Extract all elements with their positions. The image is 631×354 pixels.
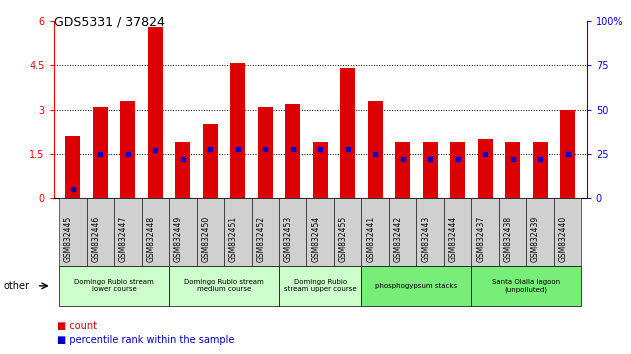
Bar [66, 136, 80, 198]
Bar [148, 27, 163, 198]
Bar [395, 142, 410, 198]
Bar [505, 142, 520, 198]
Text: GSM832449: GSM832449 [174, 216, 183, 262]
Text: Domingo Rubio stream
medium course: Domingo Rubio stream medium course [184, 279, 264, 292]
Text: GSM832454: GSM832454 [311, 216, 320, 262]
Text: GSM832444: GSM832444 [449, 216, 457, 262]
Text: GSM832437: GSM832437 [476, 216, 485, 262]
Text: GSM832443: GSM832443 [421, 216, 430, 262]
Text: GSM832442: GSM832442 [394, 216, 403, 262]
Text: Santa Olalla lagoon
(unpolluted): Santa Olalla lagoon (unpolluted) [492, 279, 560, 293]
Text: GDS5331 / 37824: GDS5331 / 37824 [54, 16, 165, 29]
Bar [478, 139, 493, 198]
Bar [121, 101, 136, 198]
Text: GSM832438: GSM832438 [504, 216, 512, 262]
Text: GSM832440: GSM832440 [558, 216, 568, 262]
Bar [313, 142, 327, 198]
Bar [230, 63, 245, 198]
Text: GSM832453: GSM832453 [284, 216, 293, 262]
Text: GSM832448: GSM832448 [146, 216, 155, 262]
Bar [203, 125, 218, 198]
Text: other: other [3, 281, 29, 291]
Bar [175, 142, 191, 198]
Bar [450, 142, 465, 198]
Bar [285, 104, 300, 198]
Bar [560, 110, 575, 198]
Bar [368, 101, 383, 198]
Text: GSM832447: GSM832447 [119, 216, 128, 262]
Text: GSM832445: GSM832445 [64, 216, 73, 262]
Text: Domingo Rubio
stream upper course: Domingo Rubio stream upper course [284, 279, 357, 292]
Text: Domingo Rubio stream
lower course: Domingo Rubio stream lower course [74, 279, 154, 292]
Text: GSM832455: GSM832455 [339, 216, 348, 262]
Text: GSM832452: GSM832452 [256, 216, 265, 262]
Bar [533, 142, 548, 198]
Text: GSM832451: GSM832451 [229, 216, 238, 262]
Text: GSM832446: GSM832446 [91, 216, 100, 262]
Bar [257, 107, 273, 198]
Text: ■ count: ■ count [57, 321, 97, 331]
Text: phosphogypsum stacks: phosphogypsum stacks [375, 283, 457, 289]
Text: ■ percentile rank within the sample: ■ percentile rank within the sample [57, 335, 234, 345]
Bar [93, 107, 108, 198]
Text: GSM832439: GSM832439 [531, 216, 540, 262]
Bar [423, 142, 438, 198]
Text: GSM832441: GSM832441 [366, 216, 375, 262]
Bar [340, 68, 355, 198]
Text: GSM832450: GSM832450 [201, 216, 210, 262]
